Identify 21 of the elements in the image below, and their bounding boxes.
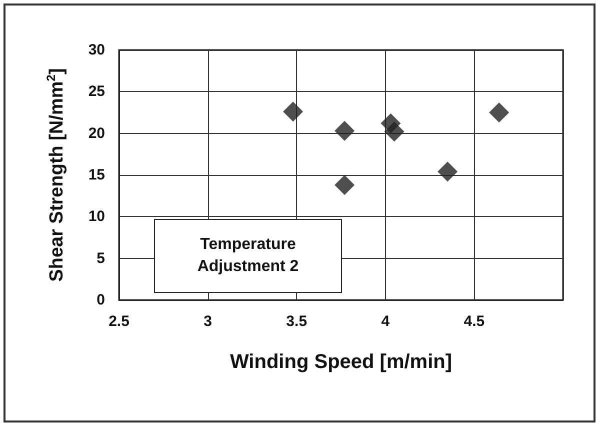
x-axis-title: Winding Speed [m/min] [230,351,452,373]
point [334,175,355,195]
y-tick-label: 20 [88,124,105,142]
point [334,120,355,141]
point [283,102,304,122]
note-box: Temperature Adjustment 2 [154,219,342,293]
x-tick-label: 4.5 [464,313,485,330]
point [438,162,458,182]
y-tick-label: 10 [88,208,105,226]
y-tick-label: 5 [96,250,105,267]
point [489,102,510,122]
x-tick-label: 3 [204,313,212,330]
x-tick-label: 4 [381,313,390,330]
y-tick-label: 25 [88,83,105,100]
x-tick-label: 3.5 [286,313,308,330]
y-tick-label: 15 [88,166,105,184]
point [384,122,404,142]
x-tick-label: 2.5 [108,313,130,330]
y-tick-label: 0 [96,292,105,308]
y-tick-label: 30 [88,42,105,58]
y-axis-title: Shear Strength [N/mm2] [44,68,68,282]
